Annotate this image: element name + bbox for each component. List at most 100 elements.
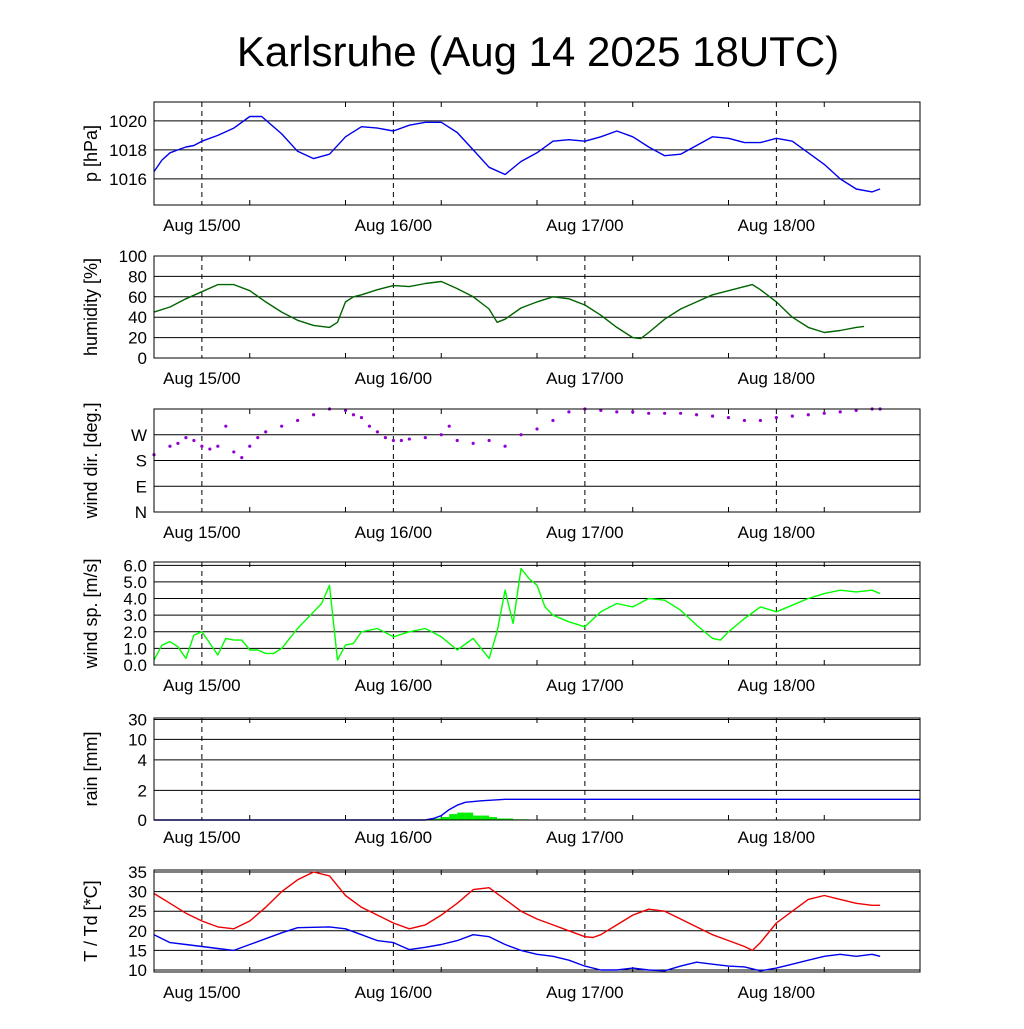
wind-dir-point [806,413,810,417]
ylabel: wind sp. [m/s] [81,558,101,669]
wind-dir-point [375,430,380,434]
wind-dir-point [838,410,842,414]
xtick-label: Aug 18/00 [738,369,816,388]
wind-dir-point [176,441,180,445]
ytick-label: 1018 [109,141,147,160]
wind-dir-point [232,450,236,454]
xtick-label: Aug 17/00 [546,983,624,1002]
xtick-label: Aug 16/00 [355,523,433,542]
wind-dir-point [311,413,316,417]
ylabel: wind dir. [deg.] [81,402,101,519]
xtick-label: Aug 15/00 [163,523,241,542]
ytick-label: 4.0 [123,590,147,609]
xtick-label: Aug 15/00 [163,216,241,235]
wind-dir-point [519,433,523,437]
xtick-label: Aug 17/00 [546,828,624,847]
ytick-label: 20 [128,922,147,941]
ytick-label: 10 [128,961,147,980]
wind-dir-point [351,413,356,417]
panel-frame [153,869,921,973]
xtick-label: Aug 16/00 [355,828,433,847]
rain-bar [433,818,442,820]
wind-dir-point [240,456,244,460]
ytick-label: 5.0 [123,573,147,592]
xtick-label: Aug 17/00 [546,369,624,388]
ytick-label: E [136,477,147,496]
rain-bar [457,812,466,820]
ytick-label: 25 [128,902,147,921]
wind-dir-point [439,433,443,437]
ytick-label: 0 [138,349,147,368]
wind-dir-point [200,444,204,448]
wind-dir-point [503,444,507,448]
wind-dir-point [599,408,603,413]
wind-dir-point [343,408,348,413]
ylabel: T / Td [*C] [81,880,101,961]
ytick-label: 4 [138,751,147,770]
ytick-label: 2.0 [123,623,147,642]
wind-dir-point [216,444,220,448]
wind-dir-point [487,438,491,443]
rain-bar [449,814,458,820]
wind-dir-point [264,430,268,434]
ylabel: humidity [%] [81,258,101,356]
wind-dir-point [774,415,778,420]
cumulative-rain-line [154,798,920,821]
wind-dir-point [710,414,715,418]
xtick-label: Aug 15/00 [163,983,241,1002]
ytick-label: W [131,426,147,445]
ytick-label: 15 [128,941,147,960]
ytick-label: 1016 [109,170,147,189]
xtick-label: Aug 15/00 [163,676,241,695]
wind-dir-point [399,438,403,443]
xtick-label: Aug 18/00 [738,983,816,1002]
wind-dir-point [854,408,858,413]
panel-frame [153,408,921,513]
ytick-label: 10 [128,730,147,749]
wind-dir-point [535,427,539,431]
wind-dir-point [280,424,284,428]
ytick-label: 40 [128,308,147,327]
wind-dir-point [551,418,555,423]
rain-bar [481,815,490,820]
wind-dir-point [224,424,228,428]
ytick-label: S [136,452,147,471]
wind-dir-point [168,444,172,448]
panel-frame [153,255,921,359]
wind-dir-point [367,424,372,428]
wind-dir-point [192,438,196,443]
wind-dir-point [248,444,252,448]
wind-dir-point [567,410,571,414]
wind-speed-line [153,567,881,661]
t-line [153,871,881,952]
panel-frame [153,101,921,206]
ytick-label: 35 [128,863,147,882]
wind-dir-point [471,441,475,445]
wind-dir-point [359,415,364,420]
ytick-label: N [135,503,147,522]
wind-dir-point [407,437,411,441]
wind-dir-point [447,424,451,428]
ytick-label: 6.0 [123,556,147,575]
rain-bar [473,815,482,820]
chart-title: Karlsruhe (Aug 14 2025 18UTC) [237,28,839,75]
humidity-line [153,280,865,340]
rain-bar [441,817,450,820]
wind-dir-point [822,411,826,415]
xtick-label: Aug 17/00 [546,676,624,695]
wind-dir-point [647,411,651,415]
ytick-label: 60 [128,288,147,307]
ytick-label: 20 [128,329,147,348]
xtick-label: Aug 17/00 [546,523,624,542]
ylabel: rain [mm] [81,731,101,806]
xtick-label: Aug 16/00 [355,216,433,235]
xtick-label: Aug 18/00 [738,676,816,695]
ytick-label: 100 [119,247,147,266]
wind-dir-point [455,438,459,443]
pressure-line [153,115,881,193]
wind-dir-point [184,436,188,440]
xtick-label: Aug 16/00 [355,369,433,388]
ytick-label: 30 [128,883,147,902]
